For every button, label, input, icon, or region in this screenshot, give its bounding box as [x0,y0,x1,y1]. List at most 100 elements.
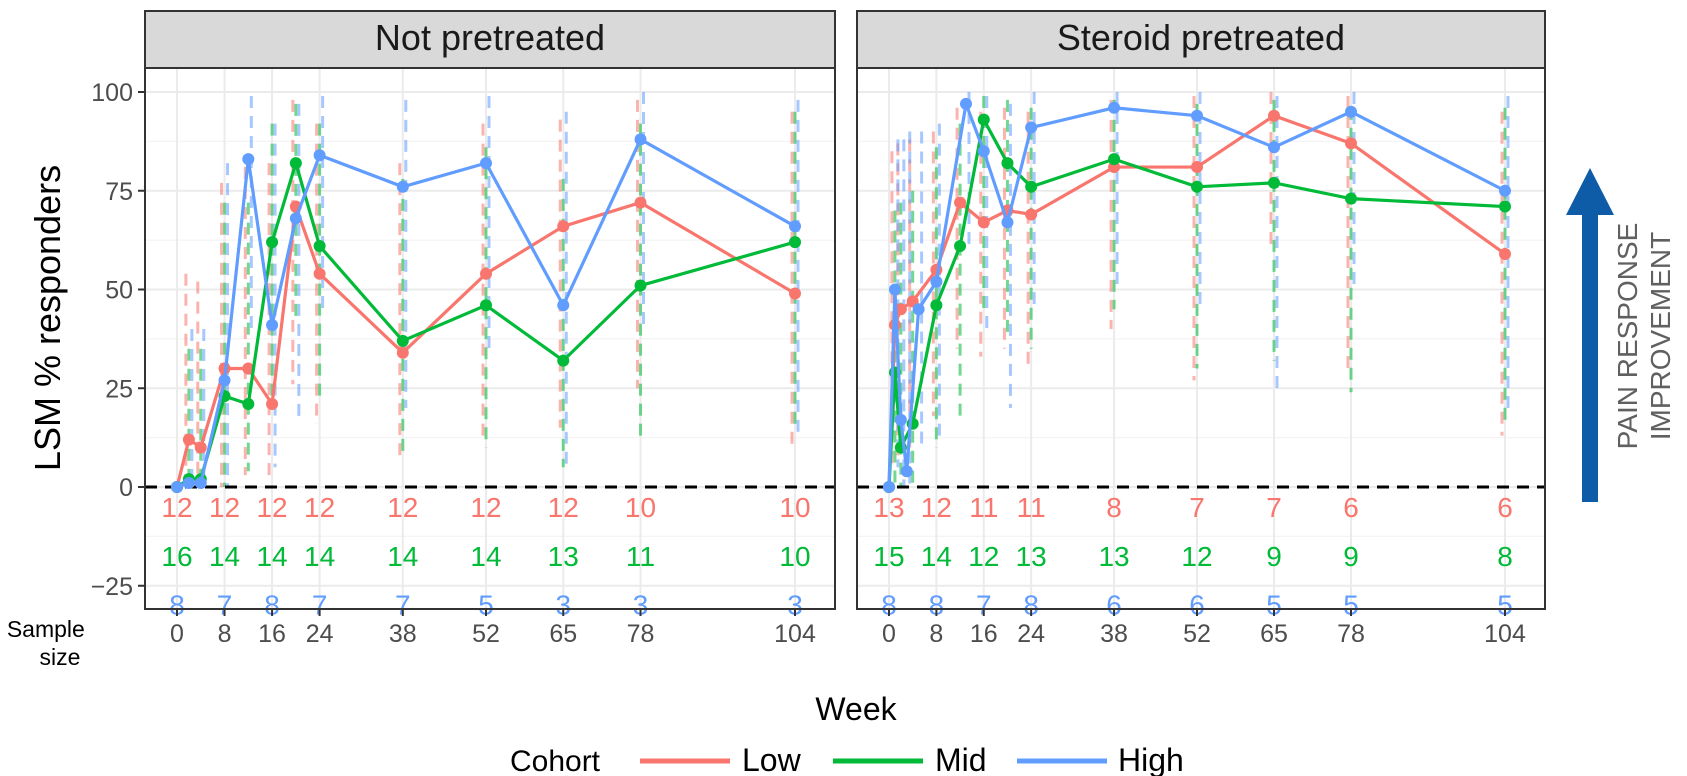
data-point-low [634,196,647,209]
sample-size-mid: 8 [1497,541,1513,572]
data-point-low [557,220,570,233]
arrow-shaft [1582,210,1598,502]
data-point-high [1345,105,1357,118]
y-tick-label: −25 [91,573,133,601]
sample-size-high: 8 [169,590,185,621]
data-point-high [912,303,925,316]
x-tick-label: 38 [389,620,417,648]
sample-size-mid: 12 [968,541,999,572]
data-point-low [894,303,907,316]
data-point-high [1025,121,1038,134]
sample-size-mid: 16 [161,541,192,572]
y-axis-title: LSM % responders [27,165,68,471]
sample-size-mid: 14 [256,541,287,572]
sample-size-low: 12 [921,492,952,523]
data-point-low [480,267,492,280]
x-tick-label: 104 [1484,620,1526,648]
sample-size-mid: 14 [209,541,240,572]
data-point-high [977,145,990,158]
data-point-low [789,287,801,300]
data-point-low [1268,109,1280,122]
sample-size-low: 10 [779,492,810,523]
data-point-high [960,97,972,110]
data-point-high [789,220,801,233]
data-point-high [1191,109,1203,122]
data-point-low [266,398,279,411]
data-point-high [171,481,183,493]
data-point-low [1499,247,1511,260]
sample-size-low: 6 [1497,492,1513,523]
sample-size-low: 11 [969,492,998,523]
sample-size-high: 7 [976,590,992,621]
panel-title: Steroid pretreated [1057,17,1345,58]
data-point-high [194,477,207,490]
sample-size-high: 7 [217,590,233,621]
sample-size-high: 8 [264,590,280,621]
legend-label-mid: Mid [935,742,987,776]
sample-size-mid: 13 [1016,541,1047,572]
x-tick-label: 0 [882,620,896,648]
data-point-mid [1268,176,1280,189]
data-point-high [1499,184,1511,197]
sample-size-mid: 11 [626,541,655,572]
sample-size-label: Sample size [7,616,91,670]
x-tick-label: 16 [258,620,286,648]
data-point-mid [977,113,990,126]
chart-panels: Not pretreated 12 12 12 12 12 12 12 10 10 16 14 14 14… [91,10,1546,648]
data-point-low [313,267,326,280]
data-point-high [930,275,943,288]
data-point-mid [289,157,302,170]
pain-response-arrow: PAIN RESPONSE IMPROVEMENT [1566,168,1676,502]
panel-title: Not pretreated [375,17,605,58]
data-point-low [396,346,409,359]
sample-size-low: 11 [1017,492,1046,523]
x-axis-title: Week [815,691,897,727]
x-tick-label: 65 [1260,620,1288,648]
sample-size-mid: 15 [873,541,904,572]
arrow-text-line2: IMPROVEMENT [1645,232,1676,440]
sample-size-high: 5 [1343,590,1359,621]
data-point-low [242,362,255,375]
panel-border [144,67,836,610]
data-point-mid [313,240,326,253]
legend-label-low: Low [742,742,802,776]
sample-size-low: 12 [387,492,418,523]
x-tick-label: 52 [1183,620,1211,648]
data-point-high [266,319,279,332]
sample-size-high: 7 [395,590,411,621]
x-tick-label: 65 [549,620,577,648]
data-point-high [894,413,907,426]
data-point-mid [930,299,943,312]
data-point-low [954,196,967,209]
data-point-high [1001,216,1014,229]
data-point-mid [634,279,647,292]
data-point-high [242,153,255,166]
sample-size-mid: 13 [548,541,579,572]
data-point-mid [266,236,279,249]
data-point-mid [242,398,255,411]
data-point-high [557,299,570,312]
sample-size-high: 5 [1497,590,1513,621]
panel-strip [856,10,1546,69]
sample-size-high: 6 [1106,590,1122,621]
sample-size-low: 7 [1189,492,1205,523]
data-point-high [634,133,647,146]
sample-size-mid: 14 [387,541,418,572]
sample-size-high: 6 [1189,590,1205,621]
sample-size-low: 7 [1266,492,1282,523]
sample-size-low: 12 [161,492,192,523]
sample-size-mid: 10 [779,541,810,572]
x-tick-label: 52 [472,620,500,648]
legend-label-high: High [1118,742,1184,776]
data-point-low [194,441,207,454]
data-point-mid [954,240,967,253]
legend-title: Cohort [510,745,601,776]
sample-size-mid: 12 [1181,541,1212,572]
sample-size-low: 12 [256,492,287,523]
sample-size-low: 6 [1343,492,1359,523]
y-tick-label: 25 [105,375,133,403]
data-point-mid [1499,200,1511,213]
panel-not-pretreated: Not pretreated 12 12 12 12 12 12 12 10 10 16 14 14 14… [91,10,836,648]
